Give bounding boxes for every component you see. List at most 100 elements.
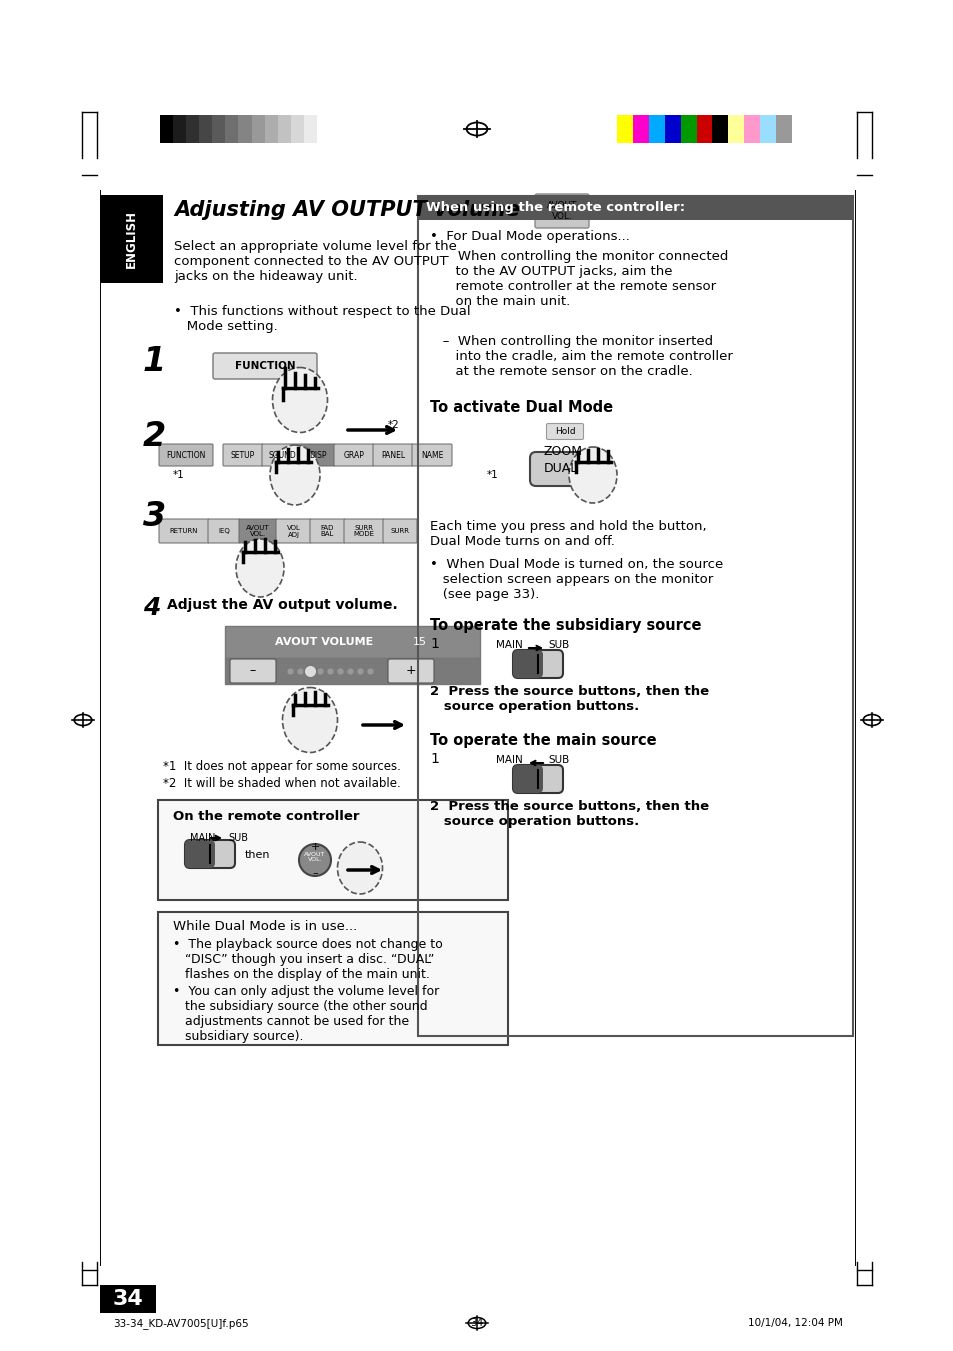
Bar xyxy=(632,115,648,143)
Text: Adjusting AV OUTPUT volume: Adjusting AV OUTPUT volume xyxy=(173,200,519,220)
Bar xyxy=(617,115,632,143)
Text: *1: *1 xyxy=(486,470,498,480)
FancyBboxPatch shape xyxy=(513,765,542,793)
Text: VOL
ADJ: VOL ADJ xyxy=(286,524,300,538)
Bar xyxy=(100,1285,156,1313)
Text: MAIN: MAIN xyxy=(190,834,215,843)
Bar xyxy=(264,115,277,143)
Text: AVOUT
VOL.: AVOUT VOL. xyxy=(246,524,270,538)
Text: Select an appropriate volume level for the
component connected to the AV OUTPUT
: Select an appropriate volume level for t… xyxy=(173,240,456,282)
Text: +: + xyxy=(310,842,319,852)
Text: •  The playback source does not change to
   “DISC” though you insert a disc. “D: • The playback source does not change to… xyxy=(172,938,442,981)
Text: On the remote controller: On the remote controller xyxy=(172,811,359,823)
FancyBboxPatch shape xyxy=(230,659,275,684)
Bar xyxy=(252,115,264,143)
Text: –: – xyxy=(312,867,317,878)
FancyBboxPatch shape xyxy=(185,840,234,867)
Text: ZOOM: ZOOM xyxy=(543,444,582,458)
Text: *2  It will be shaded when not available.: *2 It will be shaded when not available. xyxy=(163,777,400,790)
Text: •  This functions without respect to the Dual
   Mode setting.: • This functions without respect to the … xyxy=(173,305,470,332)
Text: To operate the main source: To operate the main source xyxy=(430,734,656,748)
Text: *1  It does not appear for some sources.: *1 It does not appear for some sources. xyxy=(163,761,400,773)
Bar xyxy=(696,115,712,143)
Text: 33-34_KD-AV7005[U]f.p65: 33-34_KD-AV7005[U]f.p65 xyxy=(112,1319,249,1329)
Bar xyxy=(100,195,163,282)
Bar xyxy=(303,115,316,143)
Bar xyxy=(743,115,760,143)
Bar xyxy=(225,626,479,658)
Text: 2  Press the source buttons, then the
   source operation buttons.: 2 Press the source buttons, then the sou… xyxy=(430,800,708,828)
Text: SURR
MODE: SURR MODE xyxy=(354,524,375,538)
Text: then: then xyxy=(245,850,271,861)
FancyBboxPatch shape xyxy=(513,650,542,678)
Text: 34: 34 xyxy=(112,1289,143,1309)
Text: Adjust the AV output volume.: Adjust the AV output volume. xyxy=(167,598,397,612)
Text: 34: 34 xyxy=(470,1319,483,1328)
Ellipse shape xyxy=(568,447,617,503)
Text: 10/1/04, 12:04 PM: 10/1/04, 12:04 PM xyxy=(747,1319,842,1328)
Text: –: – xyxy=(250,665,255,677)
Text: SUB: SUB xyxy=(547,640,569,650)
FancyBboxPatch shape xyxy=(513,765,562,793)
FancyBboxPatch shape xyxy=(185,840,214,867)
Text: +: + xyxy=(405,665,416,677)
Text: 1: 1 xyxy=(430,753,438,766)
Ellipse shape xyxy=(235,539,284,597)
Text: 4: 4 xyxy=(143,596,160,620)
Text: MAIN: MAIN xyxy=(496,755,522,765)
Text: FUNCTION: FUNCTION xyxy=(166,450,206,459)
Text: PANEL: PANEL xyxy=(380,450,405,459)
Bar xyxy=(727,115,743,143)
Text: FUNCTION: FUNCTION xyxy=(234,361,295,372)
Text: While Dual Mode is in use...: While Dual Mode is in use... xyxy=(172,920,356,934)
Text: Hold: Hold xyxy=(554,427,575,435)
FancyBboxPatch shape xyxy=(275,519,311,543)
Text: MAIN: MAIN xyxy=(496,640,522,650)
Text: To activate Dual Mode: To activate Dual Mode xyxy=(430,400,613,415)
Text: SUB: SUB xyxy=(228,834,248,843)
Bar xyxy=(158,912,507,1046)
Bar xyxy=(417,196,852,220)
Text: DISP: DISP xyxy=(309,450,327,459)
Bar xyxy=(172,115,186,143)
Bar xyxy=(712,115,727,143)
Bar xyxy=(679,115,696,143)
FancyBboxPatch shape xyxy=(412,444,452,466)
Text: 3: 3 xyxy=(143,500,166,534)
Text: SOUND: SOUND xyxy=(268,450,295,459)
FancyBboxPatch shape xyxy=(513,650,562,678)
Bar xyxy=(664,115,679,143)
FancyBboxPatch shape xyxy=(301,444,335,466)
Bar xyxy=(186,115,199,143)
FancyBboxPatch shape xyxy=(344,519,384,543)
Bar xyxy=(158,800,507,900)
Text: ENGLISH: ENGLISH xyxy=(125,209,137,267)
FancyBboxPatch shape xyxy=(159,444,213,466)
Text: 15: 15 xyxy=(413,638,427,647)
Text: IEQ: IEQ xyxy=(218,528,230,534)
Bar xyxy=(291,115,303,143)
Text: *1: *1 xyxy=(172,470,185,480)
FancyBboxPatch shape xyxy=(546,423,583,439)
Text: 2: 2 xyxy=(143,420,166,453)
FancyBboxPatch shape xyxy=(310,519,345,543)
Text: AVOUT VOLUME: AVOUT VOLUME xyxy=(274,638,373,647)
FancyBboxPatch shape xyxy=(159,519,209,543)
FancyBboxPatch shape xyxy=(262,444,302,466)
FancyBboxPatch shape xyxy=(388,659,434,684)
Bar xyxy=(776,115,791,143)
Bar xyxy=(277,115,291,143)
FancyBboxPatch shape xyxy=(334,444,374,466)
Text: 2  Press the source buttons, then the
   source operation buttons.: 2 Press the source buttons, then the sou… xyxy=(430,685,708,713)
Text: SURR: SURR xyxy=(390,528,409,534)
Bar xyxy=(760,115,776,143)
FancyBboxPatch shape xyxy=(382,519,416,543)
Text: FAD
BAL: FAD BAL xyxy=(320,524,334,538)
Ellipse shape xyxy=(270,444,319,505)
Text: SETUP: SETUP xyxy=(231,450,254,459)
Text: –  When controlling the monitor inserted
      into the cradle, aim the remote c: – When controlling the monitor inserted … xyxy=(430,335,732,378)
Bar xyxy=(199,115,213,143)
Text: •  When Dual Mode is turned on, the source
   selection screen appears on the mo: • When Dual Mode is turned on, the sourc… xyxy=(430,558,722,601)
Text: NAME: NAME xyxy=(420,450,443,459)
FancyBboxPatch shape xyxy=(223,444,263,466)
